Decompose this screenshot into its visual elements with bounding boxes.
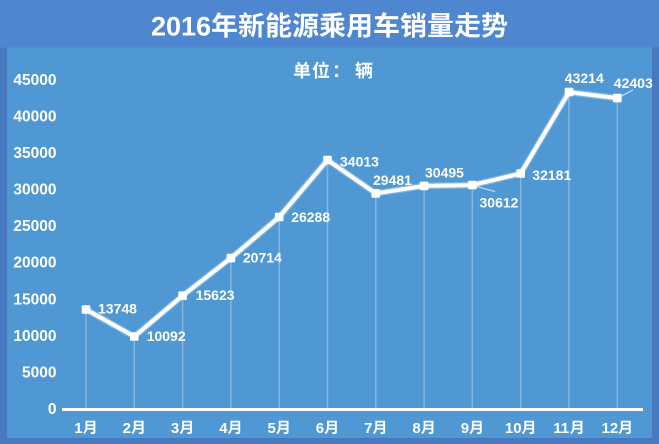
svg-text:1: 1 bbox=[74, 420, 82, 437]
svg-text:30612: 30612 bbox=[480, 194, 519, 210]
svg-text:34013: 34013 bbox=[340, 154, 379, 170]
svg-text:2016: 2016 bbox=[151, 11, 211, 41]
svg-text:13748: 13748 bbox=[98, 300, 137, 316]
svg-text:12: 12 bbox=[602, 420, 619, 437]
svg-text:43214: 43214 bbox=[565, 70, 604, 86]
svg-text:10: 10 bbox=[505, 420, 522, 437]
svg-text:29481: 29481 bbox=[373, 172, 412, 188]
svg-text:45000: 45000 bbox=[13, 72, 56, 89]
svg-text:8: 8 bbox=[412, 420, 420, 437]
svg-text:5: 5 bbox=[268, 420, 276, 437]
svg-text:5000: 5000 bbox=[22, 364, 56, 381]
svg-text:35000: 35000 bbox=[13, 145, 56, 162]
svg-text:42403: 42403 bbox=[614, 75, 653, 91]
svg-text:2: 2 bbox=[123, 420, 131, 437]
svg-text:11: 11 bbox=[553, 420, 569, 437]
svg-text:0: 0 bbox=[48, 401, 57, 418]
svg-text:32181: 32181 bbox=[532, 167, 571, 183]
svg-text:26288: 26288 bbox=[291, 209, 330, 225]
svg-text:25000: 25000 bbox=[13, 218, 56, 235]
svg-text:3: 3 bbox=[171, 420, 179, 437]
svg-text:6: 6 bbox=[316, 420, 324, 437]
svg-text:10000: 10000 bbox=[13, 328, 56, 345]
svg-text:40000: 40000 bbox=[13, 109, 56, 126]
svg-text:10092: 10092 bbox=[147, 328, 186, 344]
svg-text:7: 7 bbox=[364, 420, 372, 437]
svg-text:30000: 30000 bbox=[13, 182, 56, 199]
svg-text:9: 9 bbox=[461, 420, 469, 437]
svg-text:30495: 30495 bbox=[425, 165, 464, 181]
svg-text:4: 4 bbox=[219, 420, 228, 437]
svg-text:15623: 15623 bbox=[196, 287, 235, 303]
svg-text:15000: 15000 bbox=[13, 291, 56, 308]
svg-text:20000: 20000 bbox=[13, 255, 56, 272]
svg-text:20714: 20714 bbox=[243, 250, 282, 266]
